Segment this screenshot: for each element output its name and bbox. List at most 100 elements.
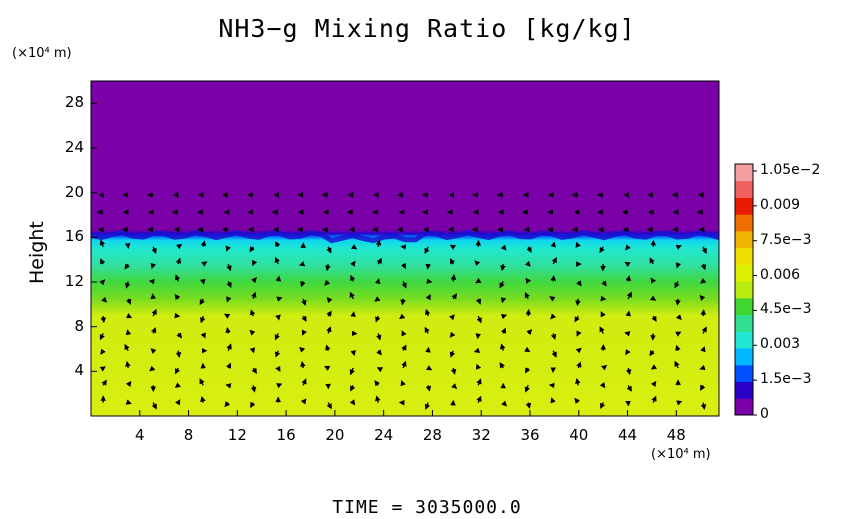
x-tick-label: 4 (134, 426, 145, 444)
wind-arrow (449, 244, 456, 251)
wind-arrow (650, 277, 657, 284)
wind-arrow (651, 395, 657, 403)
colorbar-segment (735, 264, 753, 282)
wind-arrow (251, 277, 257, 284)
wind-arrow (600, 311, 606, 318)
colorbar-label: 1.5e−3 (760, 371, 812, 388)
colorbar-label: 1.05e−2 (760, 161, 821, 178)
wind-arrow (526, 328, 533, 336)
wind-arrow (475, 298, 482, 305)
wind-arrow (125, 313, 133, 319)
colorbar-segment (735, 314, 753, 332)
wind-arrow (649, 350, 655, 357)
wind-arrow (150, 293, 156, 300)
wind-arrow (499, 362, 505, 369)
wind-arrow (550, 397, 556, 404)
wind-arrow (624, 261, 631, 268)
wind-arrow (199, 315, 206, 324)
wind-arrow (500, 313, 508, 320)
wind-arrow (249, 329, 256, 336)
wind-arrow (125, 380, 132, 388)
wind-arrow (125, 360, 131, 369)
wind-arrow (150, 262, 157, 270)
wind-arrow (326, 246, 332, 254)
wind-arrow (475, 333, 481, 340)
wind-arrow (125, 399, 132, 405)
wind-arrow (424, 246, 430, 255)
wind-arrow (350, 260, 356, 267)
wind-arrow (625, 244, 631, 251)
wind-arrow (100, 258, 106, 265)
wind-arrow (499, 343, 506, 351)
wind-arrow (475, 277, 482, 284)
wind-arrow (625, 349, 631, 356)
wind-arrow (349, 367, 355, 376)
wind-arrow (449, 331, 456, 338)
wind-arrow (426, 365, 433, 371)
wind-arrow (175, 367, 181, 375)
wind-arrow (299, 346, 306, 353)
wind-arrow (500, 327, 507, 334)
colorbar-label: 4.5e−3 (760, 301, 812, 318)
colorbar-segment (735, 197, 753, 215)
wind-arrow (599, 326, 605, 334)
wind-arrow (449, 350, 456, 358)
wind-arrow (99, 279, 106, 286)
wind-arrow (450, 367, 457, 375)
wind-arrow (576, 280, 582, 287)
x-tick-label: 36 (520, 426, 540, 444)
wind-arrow (700, 384, 706, 391)
y-tick-label: 4 (74, 361, 84, 380)
wind-arrow (475, 363, 482, 370)
wind-arrow (300, 398, 307, 405)
wind-arrow (175, 350, 182, 358)
x-tick-label: 32 (471, 426, 491, 444)
colorbar-label: 0 (760, 406, 769, 422)
wind-arrow (675, 298, 681, 306)
wind-arrow (151, 327, 157, 334)
colorbar-segment (735, 297, 753, 316)
y-axis-unit: (×10⁴ m) (12, 46, 72, 61)
wind-arrow (449, 258, 456, 265)
wind-arrow (574, 315, 580, 323)
wind-arrow (100, 316, 107, 324)
wind-vectors (96, 192, 707, 410)
colorbar-segment (735, 381, 753, 399)
y-tick-label: 12 (64, 272, 84, 290)
wind-arrow (176, 332, 183, 339)
wind-arrow (276, 296, 283, 302)
wind-arrow (401, 360, 407, 369)
wind-arrow (574, 397, 581, 404)
x-tick-label: 12 (227, 426, 247, 444)
wind-arrow (625, 367, 632, 376)
wind-arrow (551, 350, 557, 358)
wind-arrow (626, 384, 632, 392)
y-tick-label: 8 (74, 316, 84, 335)
wind-arrow (451, 383, 458, 389)
colorbar (734, 163, 757, 416)
wind-arrow (376, 349, 382, 356)
wind-arrow (174, 382, 181, 388)
wind-arrow (600, 402, 606, 409)
wind-arrow (501, 400, 508, 407)
wind-arrow (525, 308, 532, 317)
wind-arrow (124, 343, 130, 352)
wind-arrow (149, 365, 156, 372)
x-tick-label: 8 (183, 426, 194, 444)
wind-arrow (575, 347, 582, 354)
x-tick-label: 40 (569, 426, 589, 444)
wind-arrow (324, 279, 331, 286)
wind-arrow (226, 343, 232, 351)
wind-arrow (226, 281, 232, 289)
x-tick-label: 16 (276, 426, 296, 444)
wind-arrow (700, 263, 707, 271)
colorbar-label: 0.006 (760, 266, 801, 283)
field-gradient (91, 81, 719, 416)
colorbar-frame (734, 163, 754, 416)
wind-arrow (700, 278, 707, 284)
wind-arrow (224, 401, 231, 408)
colorbar-segment (735, 331, 753, 349)
wind-arrow (601, 364, 608, 371)
colorbar-segment (735, 398, 753, 416)
x-axis-unit: (×10⁴ m) (651, 447, 711, 462)
